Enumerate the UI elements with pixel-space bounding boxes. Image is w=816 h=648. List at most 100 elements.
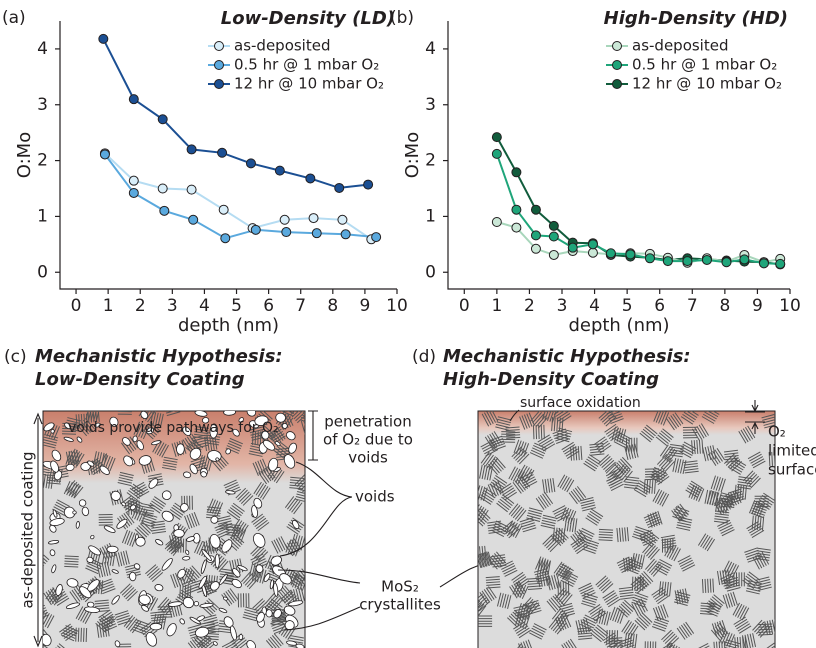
crystallite [616, 527, 629, 543]
data-point [159, 205, 170, 216]
crystallite-lines [725, 490, 742, 508]
crystallite-lines [508, 503, 527, 522]
void [63, 506, 76, 519]
crystallite-lines [145, 564, 164, 582]
crystallite [152, 439, 169, 458]
crystallite-lines [651, 586, 670, 605]
crystallite-lines [706, 594, 725, 612]
void [146, 427, 154, 435]
data-point [644, 253, 655, 264]
void [145, 631, 158, 647]
void [286, 431, 296, 441]
crystallite-lines [204, 627, 220, 641]
x-axis-label: depth (nm) [178, 315, 279, 336]
crystallite [548, 616, 567, 635]
crystallite [293, 568, 305, 587]
x-tick-label: 0 [71, 296, 82, 316]
void [52, 509, 58, 518]
crystallite [101, 550, 116, 567]
crystallite [662, 538, 674, 553]
void [185, 549, 190, 555]
void [189, 463, 198, 475]
crystallite-lines [501, 431, 516, 443]
void [78, 499, 87, 507]
crystallite [529, 623, 547, 640]
crystallite [43, 434, 59, 449]
data-point [281, 227, 292, 238]
crystallite-lines [564, 516, 578, 533]
callout [279, 461, 353, 557]
crystallite [226, 532, 245, 551]
data-point [511, 222, 522, 233]
crystallite [691, 439, 704, 455]
void [288, 600, 304, 607]
crystallite [207, 498, 224, 516]
crystallite-lines [631, 591, 649, 608]
crystallite-lines [671, 503, 689, 522]
crystallite [242, 606, 260, 622]
crystallite [162, 456, 178, 471]
data-point [98, 33, 109, 44]
crystallite [240, 571, 259, 590]
data-point [530, 204, 541, 215]
crystallite-lines [96, 561, 111, 578]
void [121, 501, 127, 507]
void [222, 596, 229, 601]
crystallite-lines [179, 584, 192, 600]
crystallite [59, 623, 78, 642]
crystallite-lines [589, 442, 605, 456]
crystallite [639, 424, 658, 443]
crystallite-lines [653, 411, 670, 426]
crystallite-lines [99, 616, 118, 632]
data-point [371, 232, 382, 243]
crystallite [706, 594, 725, 612]
crystallite-lines [701, 578, 715, 594]
crystallite [654, 558, 673, 576]
void [129, 571, 137, 582]
crystallite [606, 411, 624, 425]
legend-title: High-Density (HD) [604, 8, 788, 29]
crystallite-lines [295, 488, 305, 503]
crystallite-lines [479, 487, 497, 505]
crystallite [181, 495, 193, 510]
crystallite [551, 417, 564, 432]
crystallite [249, 426, 266, 441]
void [194, 411, 208, 417]
crystallite [755, 547, 771, 561]
annotation: surface oxidation [520, 395, 641, 411]
void [230, 625, 237, 641]
crystallite-lines [87, 411, 100, 423]
crystallite-lines [264, 598, 283, 617]
crystallite [167, 601, 183, 618]
crystallite-lines [761, 413, 775, 429]
y-axis-label: O:Mo [14, 132, 35, 178]
crystallite-lines [478, 545, 487, 561]
diagram-title: Mechanistic Hypothesis: [443, 346, 691, 367]
crystallite-lines [624, 632, 638, 648]
crystallite-lines [43, 473, 54, 489]
void [286, 640, 298, 646]
crystallite-lines [182, 433, 200, 452]
crystallite-lines [211, 453, 229, 472]
crystallite-lines [65, 449, 80, 466]
crystallite [495, 416, 512, 431]
crystallite [717, 519, 735, 537]
crystallite-lines [711, 620, 728, 637]
crystallite [85, 411, 101, 422]
crystallite [65, 449, 80, 466]
crystallite [479, 586, 497, 605]
x-tick-label: 7 [295, 296, 306, 316]
crystallite-lines [214, 522, 232, 539]
crystallite-lines [655, 428, 674, 447]
crystallite [478, 545, 487, 561]
crystallite-lines [169, 533, 184, 550]
crystallite [43, 473, 54, 489]
crystallite [149, 411, 164, 428]
crystallite-lines [738, 425, 756, 444]
crystallite-lines [680, 411, 699, 425]
x-tick-label: 1 [103, 296, 114, 316]
crystallite [652, 604, 669, 622]
crystallite [295, 488, 305, 503]
crystallite [284, 496, 303, 515]
crystallite [253, 481, 271, 500]
